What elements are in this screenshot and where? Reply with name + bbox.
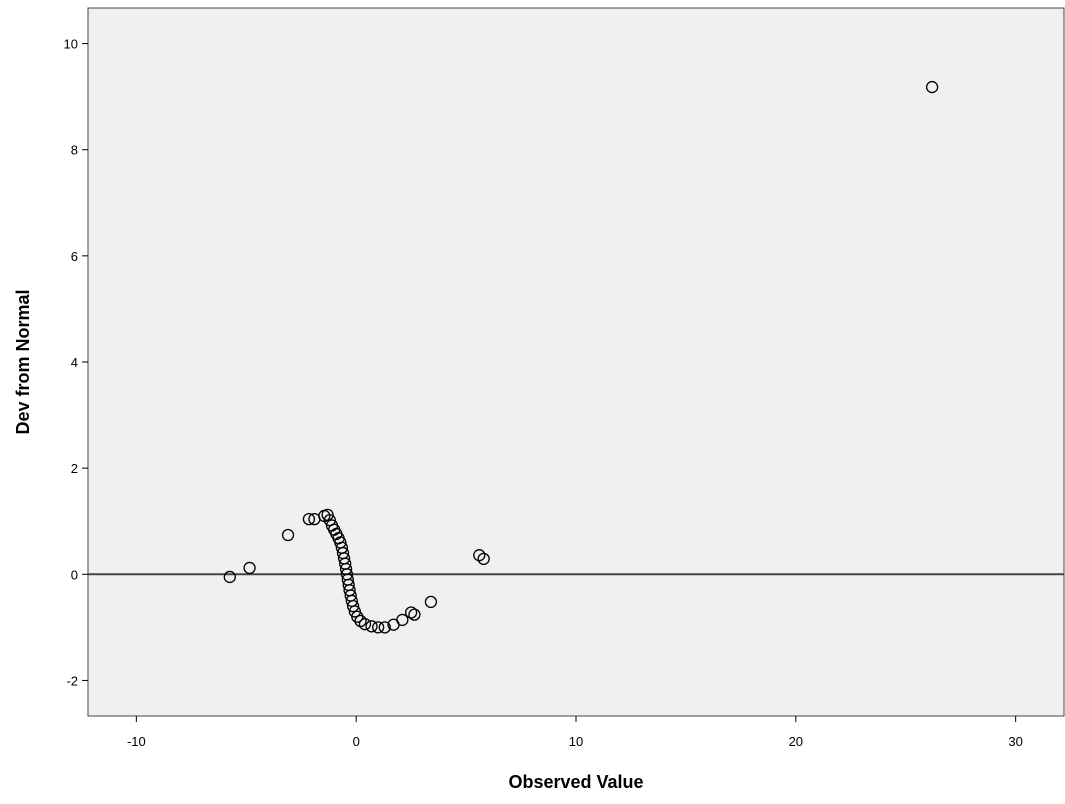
y-tick-label: 8 (71, 143, 78, 158)
data-point (424, 595, 438, 609)
x-tick-label: 10 (569, 734, 583, 749)
data-point (281, 528, 295, 542)
data-point (396, 613, 409, 627)
data-point (223, 570, 236, 584)
data-point (408, 608, 421, 621)
data-point (321, 508, 334, 522)
y-axis: -2 0 2 4 6 8 10 (64, 37, 88, 688)
data-point (358, 618, 372, 631)
x-tick-label: 20 (789, 734, 803, 749)
data-point (351, 610, 364, 623)
data-point (365, 620, 378, 633)
y-axis-title: Dev from Normal (13, 289, 33, 434)
x-axis: -10 0 10 20 30 (127, 716, 1023, 749)
data-point (243, 561, 256, 575)
data-point (346, 599, 360, 613)
x-tick-label: 0 (353, 734, 360, 749)
y-tick-label: 2 (71, 461, 78, 476)
scatter-points (223, 80, 939, 634)
x-tick-label: -10 (127, 734, 146, 749)
x-tick-label: 30 (1008, 734, 1022, 749)
y-tick-label: 0 (71, 567, 78, 582)
data-point (302, 512, 316, 526)
data-point (925, 80, 939, 94)
y-tick-label: 10 (64, 37, 78, 52)
data-point (378, 621, 391, 634)
data-point (477, 552, 490, 566)
y-tick-label: 6 (71, 249, 78, 264)
y-tick-label: 4 (71, 355, 78, 370)
x-axis-title: Observed Value (508, 772, 643, 792)
data-point (372, 621, 385, 634)
data-point (473, 549, 486, 562)
plot-area (87, 7, 1065, 717)
data-point (404, 606, 418, 619)
y-tick-label: -2 (66, 673, 78, 688)
